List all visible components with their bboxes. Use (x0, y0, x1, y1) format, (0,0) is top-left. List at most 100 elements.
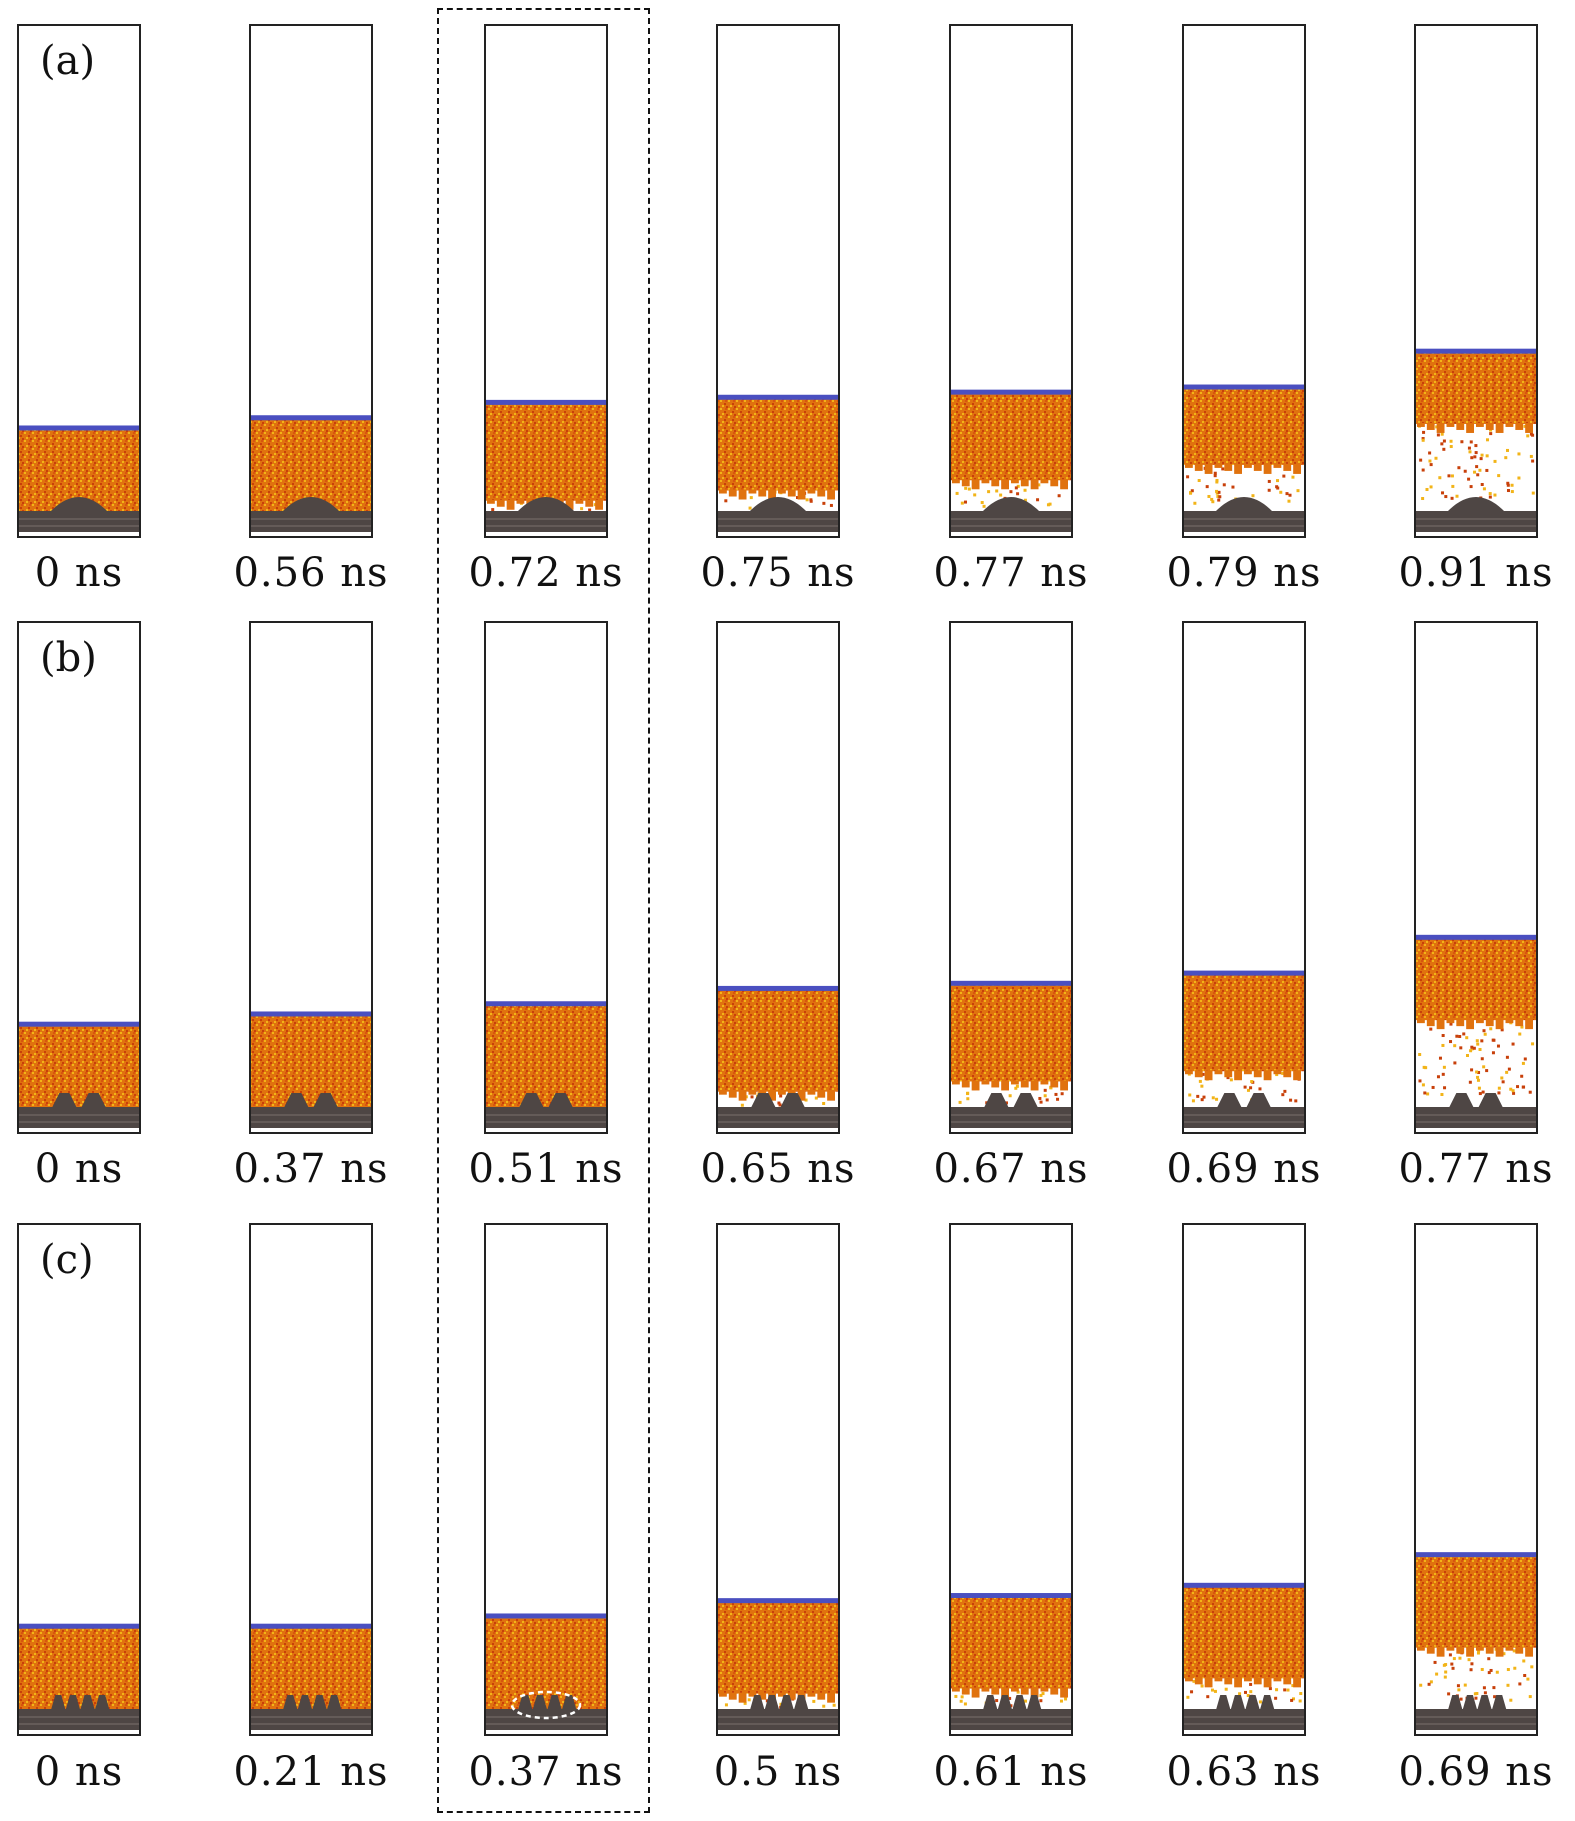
droplet (1509, 1698, 1513, 1702)
liquid-edge (1417, 1019, 1425, 1024)
droplet (1475, 1691, 1479, 1695)
droplet (580, 507, 584, 511)
liquid-block (19, 1627, 139, 1709)
wall-roughness (518, 1695, 577, 1709)
droplet (959, 1699, 963, 1703)
liquid-edge (1001, 1687, 1009, 1698)
liquid-block (718, 989, 838, 1092)
droplet (1492, 1686, 1496, 1690)
droplet (1059, 1699, 1063, 1703)
droplet (1526, 434, 1530, 438)
droplet (1478, 1047, 1482, 1051)
liquid-edge (758, 489, 767, 497)
droplet (1523, 1057, 1527, 1061)
droplet (1282, 474, 1286, 478)
droplet (1521, 1061, 1525, 1065)
droplet (1467, 1658, 1471, 1662)
liquid-edge (778, 489, 786, 494)
liquid-edge (1436, 422, 1445, 433)
droplet (1477, 1071, 1481, 1075)
droplet (1193, 501, 1197, 505)
droplet (1521, 1085, 1525, 1089)
droplet (1500, 1076, 1504, 1080)
droplet (1523, 1673, 1527, 1677)
liquid-edge (1011, 1080, 1019, 1085)
droplet (1450, 474, 1454, 478)
droplet (964, 486, 968, 490)
liquid-edge (1244, 1677, 1252, 1682)
liquid-block (951, 1597, 1071, 1689)
droplet (724, 499, 728, 503)
droplet (812, 1699, 816, 1703)
droplet (1481, 1090, 1485, 1094)
droplet (1258, 1700, 1262, 1704)
liquid-edge (1194, 463, 1203, 471)
liquid-edge (807, 1090, 816, 1095)
liquid-edge (1194, 1677, 1203, 1685)
droplet (1283, 1089, 1287, 1093)
droplet (1469, 485, 1473, 489)
droplet (1474, 1696, 1478, 1700)
liquid-edge (1495, 1646, 1504, 1657)
liquid-edge (1001, 479, 1009, 490)
time-caption: 0.69 ns (1398, 1749, 1554, 1795)
liquid-edge (952, 1687, 960, 1692)
liquid-block (486, 1617, 606, 1709)
liquid-edge (738, 489, 747, 500)
droplet (1485, 454, 1489, 458)
droplet (740, 1103, 744, 1107)
droplet (1285, 492, 1289, 496)
droplet (1224, 1687, 1228, 1691)
liquid-edge (1495, 1019, 1504, 1030)
panel-label: (b) (40, 635, 97, 681)
droplet (1057, 494, 1061, 498)
droplet (1246, 1088, 1250, 1092)
droplet (1023, 488, 1027, 492)
wall-roughness (983, 1695, 1042, 1709)
liquid-edge (1293, 1070, 1301, 1081)
droplet (1441, 1043, 1445, 1047)
droplet (822, 1704, 826, 1708)
snapshot-0-3 (716, 24, 840, 538)
liquid-edge (1495, 422, 1504, 433)
liquid-edge (961, 1080, 970, 1088)
liquid-edge (1466, 1646, 1474, 1657)
droplet (1200, 1684, 1204, 1688)
liquid-edge (807, 489, 816, 494)
droplet (1286, 1688, 1290, 1692)
droplet (805, 498, 809, 502)
snapshot-2-3 (716, 1223, 840, 1736)
droplet (1043, 1094, 1047, 1098)
droplet (1491, 1051, 1495, 1055)
liquid-edge (1224, 463, 1233, 471)
snapshot-1-5 (1182, 621, 1306, 1134)
interface-line (19, 425, 139, 431)
droplet (1023, 498, 1027, 502)
liquid-edge (1020, 479, 1029, 487)
droplet (1489, 428, 1493, 432)
droplet (1476, 1075, 1480, 1079)
droplet (1528, 1695, 1532, 1699)
droplet (1038, 1096, 1042, 1100)
wall-roughness (984, 1093, 1038, 1107)
droplet (1512, 1649, 1516, 1653)
snapshot-0-5 (1182, 24, 1306, 538)
liquid-edge (797, 1090, 806, 1101)
droplet (999, 493, 1003, 497)
liquid-edge (991, 479, 1000, 487)
liquid-edge (595, 499, 603, 510)
liquid-block (19, 1025, 139, 1107)
droplet (1456, 1684, 1460, 1688)
liquid-edge (1214, 463, 1223, 468)
snapshot-2-4 (949, 1223, 1073, 1736)
snapshot-2-1 (249, 1223, 373, 1736)
droplet (1501, 1080, 1505, 1084)
droplet (1450, 1662, 1454, 1666)
droplet (1502, 1652, 1506, 1656)
droplet (1497, 1091, 1501, 1095)
droplet (1222, 483, 1226, 487)
liquid-edge (797, 489, 806, 500)
liquid-edge (1194, 1070, 1203, 1078)
droplet (1226, 1076, 1230, 1080)
liquid-block (251, 1627, 371, 1709)
